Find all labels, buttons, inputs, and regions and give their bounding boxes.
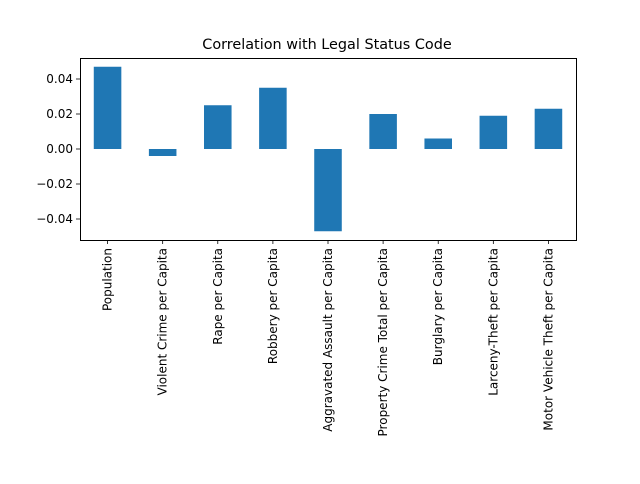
bar-2 [148,149,177,156]
bar-5 [314,149,342,232]
bar-9 [534,108,563,149]
bar-8 [479,115,508,149]
x-tick-label: Property Crime Total per Capita [376,248,390,436]
bars-group [93,66,563,232]
x-tick-label: Rape per Capita [211,248,225,345]
x-tick-label: Motor Vehicle Theft per Capita [541,248,555,431]
y-tick-label: 0.02 [46,107,73,121]
bar-1 [93,66,122,149]
y-tick-label: 0.04 [46,72,73,86]
bar-3 [204,105,232,149]
chart-title: Correlation with Legal Status Code [202,37,452,53]
x-tick-label: Larceny-Theft per Capita [486,248,500,396]
x-tick-label: Burglary per Capita [431,248,445,365]
x-tick-label: Violent Crime per Capita [156,248,170,396]
y-axis: −0.04 −0.02 0.00 0.02 0.04 [36,72,80,226]
y-tick-label: −0.04 [36,212,73,226]
x-axis: Population Violent Crime per Capita Rape p… [101,240,555,436]
y-tick-label: 0.00 [46,142,73,156]
x-tick-label: Robbery per Capita [266,248,280,364]
x-tick-label: Aggravated Assault per Capita [321,248,335,432]
bar-4 [259,87,287,149]
plot-frame [80,58,577,241]
y-tick-label: −0.02 [36,177,73,191]
x-tick-label: Population [101,248,115,311]
bar-7 [424,138,452,149]
bar-6 [369,114,397,149]
